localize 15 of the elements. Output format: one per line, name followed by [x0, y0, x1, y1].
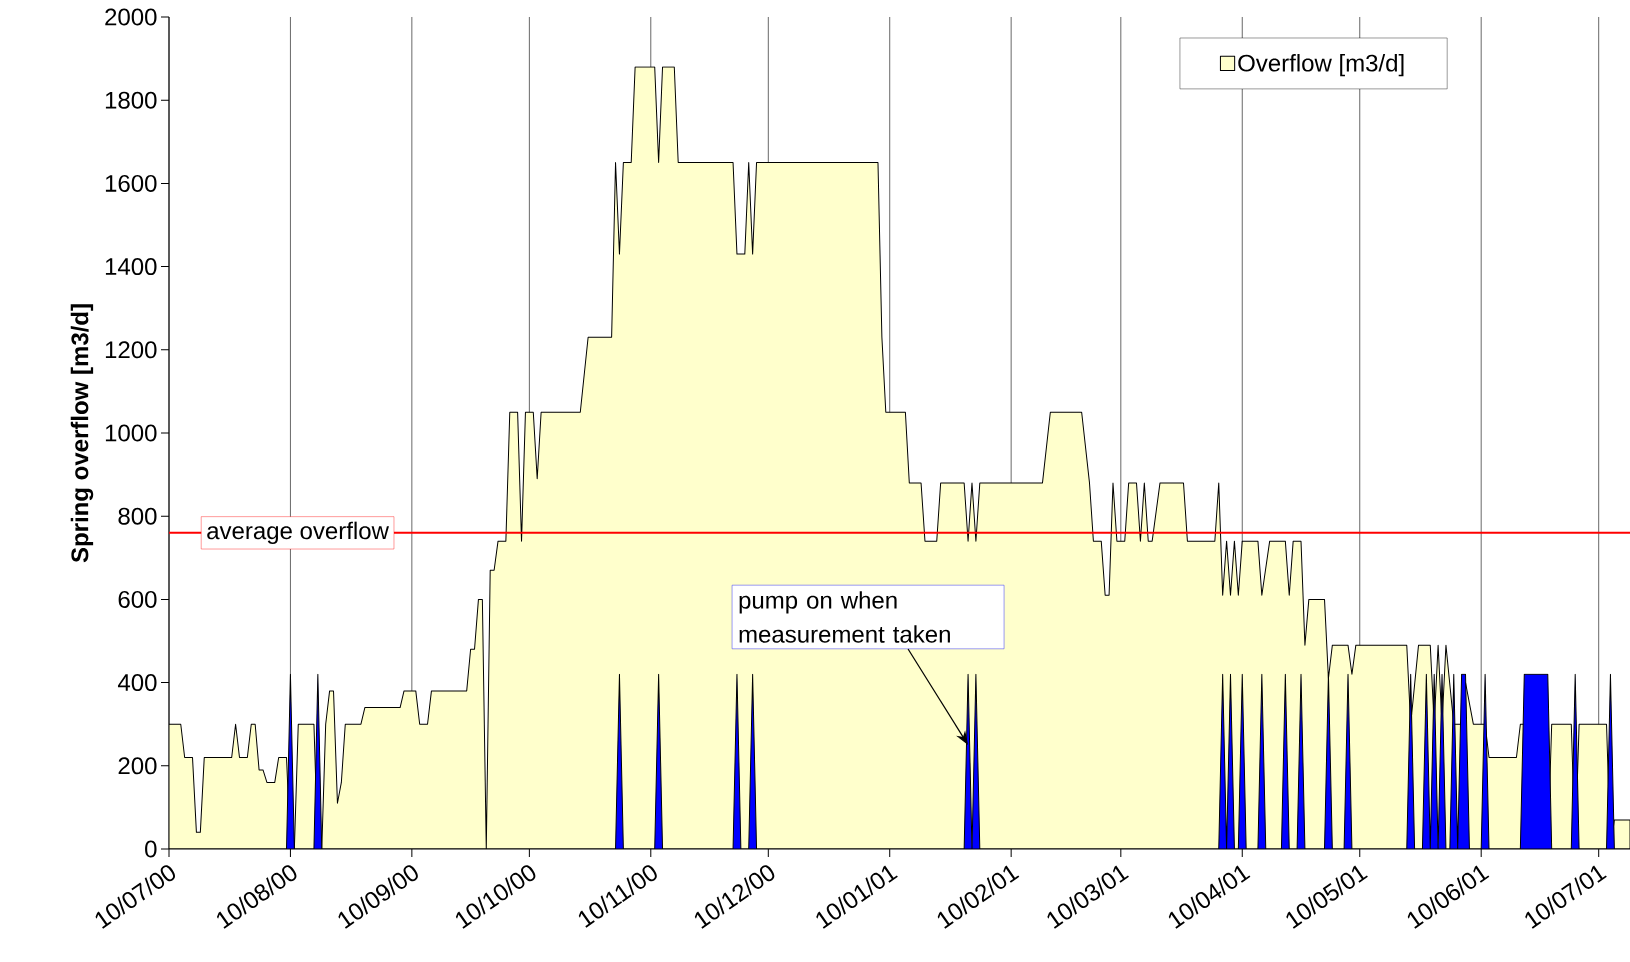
y-tick-label: 400 — [117, 674, 157, 692]
y-tick-label: 1600 — [105, 174, 157, 192]
y-tick-label: 600 — [118, 590, 157, 608]
y-tick-label: 1200 — [105, 341, 157, 359]
y-tick-label: 1000 — [105, 424, 157, 442]
y-tick-label: 200 — [118, 757, 157, 775]
annotation: pump on when measurement taken — [739, 591, 950, 643]
y-tick-label: 1800 — [105, 91, 157, 109]
y-tick-label: 1400 — [105, 258, 157, 276]
legend-label: Overflow [m3/d] — [1238, 53, 1404, 77]
ref-line-label: average overflow — [207, 521, 389, 545]
y-tick-label: 800 — [118, 507, 157, 525]
y-axis-title: Spring overflow [m3/d] — [70, 304, 94, 563]
y-tick-label: 2000 — [105, 8, 157, 26]
y-tick-label: 0 — [145, 840, 157, 858]
